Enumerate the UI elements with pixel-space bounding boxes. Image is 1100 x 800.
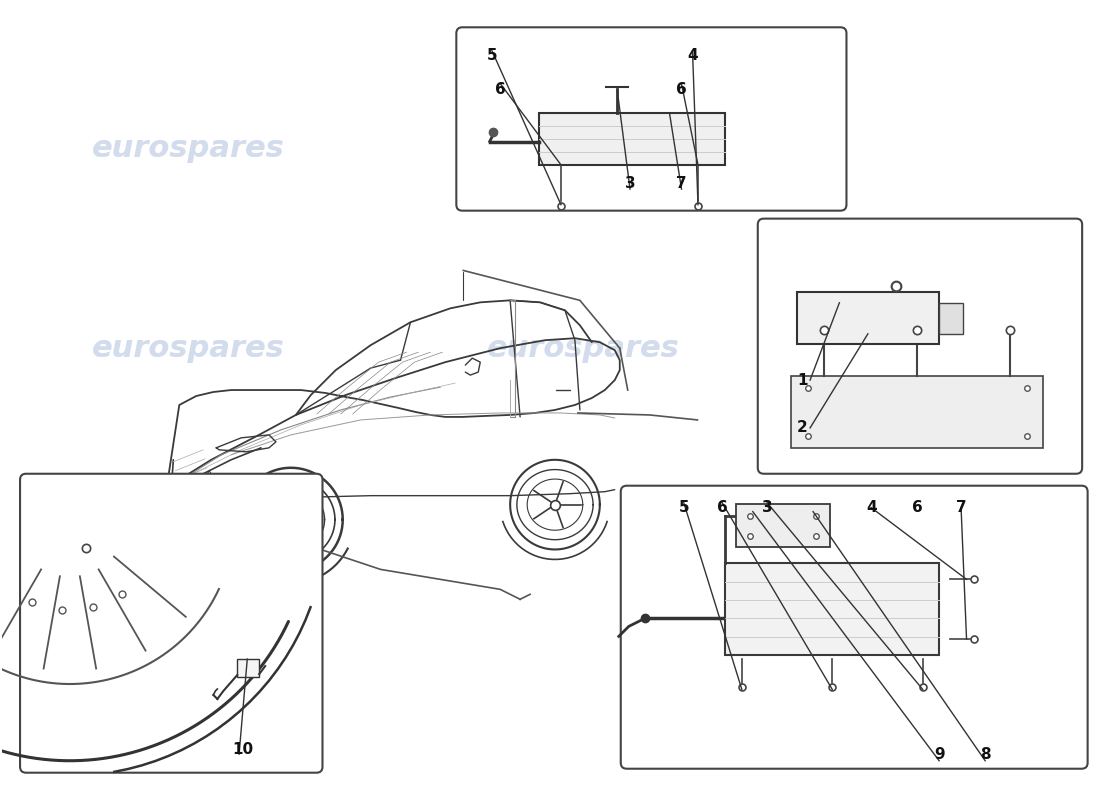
Text: 9: 9: [934, 747, 945, 762]
Text: 1: 1: [796, 373, 807, 387]
Text: eurospares: eurospares: [486, 334, 680, 362]
Text: 6: 6: [495, 82, 506, 97]
Text: 5: 5: [486, 48, 497, 63]
FancyBboxPatch shape: [20, 474, 322, 773]
Bar: [791, 376, 1043, 448]
Text: eurospares: eurospares: [92, 134, 285, 163]
Text: eurospares: eurospares: [92, 134, 285, 163]
Text: 7: 7: [676, 176, 686, 190]
Text: 7: 7: [956, 500, 967, 515]
Text: 6: 6: [912, 500, 923, 515]
Text: eurospares: eurospares: [92, 334, 285, 362]
Text: 4: 4: [866, 500, 877, 515]
Bar: [238, 659, 260, 677]
FancyBboxPatch shape: [758, 218, 1082, 474]
Text: 6: 6: [717, 500, 727, 515]
FancyBboxPatch shape: [620, 486, 1088, 769]
FancyBboxPatch shape: [456, 27, 847, 210]
Bar: [736, 504, 829, 547]
Text: 10: 10: [232, 742, 254, 757]
Bar: [539, 113, 725, 165]
Text: eurospares: eurospares: [530, 134, 723, 163]
Text: 3: 3: [625, 176, 636, 190]
Text: 2: 2: [796, 421, 807, 435]
Text: eurospares: eurospares: [530, 134, 723, 163]
Text: 4: 4: [688, 48, 697, 63]
Bar: [939, 302, 964, 334]
Circle shape: [189, 485, 199, 494]
Text: 8: 8: [980, 747, 990, 762]
Circle shape: [218, 482, 228, 492]
Text: 5: 5: [679, 500, 689, 515]
Text: 3: 3: [761, 500, 772, 515]
Bar: [796, 292, 939, 344]
Bar: [725, 563, 939, 655]
Text: eurospares: eurospares: [92, 334, 285, 362]
Text: 6: 6: [676, 82, 686, 97]
Text: eurospares: eurospares: [486, 334, 680, 362]
